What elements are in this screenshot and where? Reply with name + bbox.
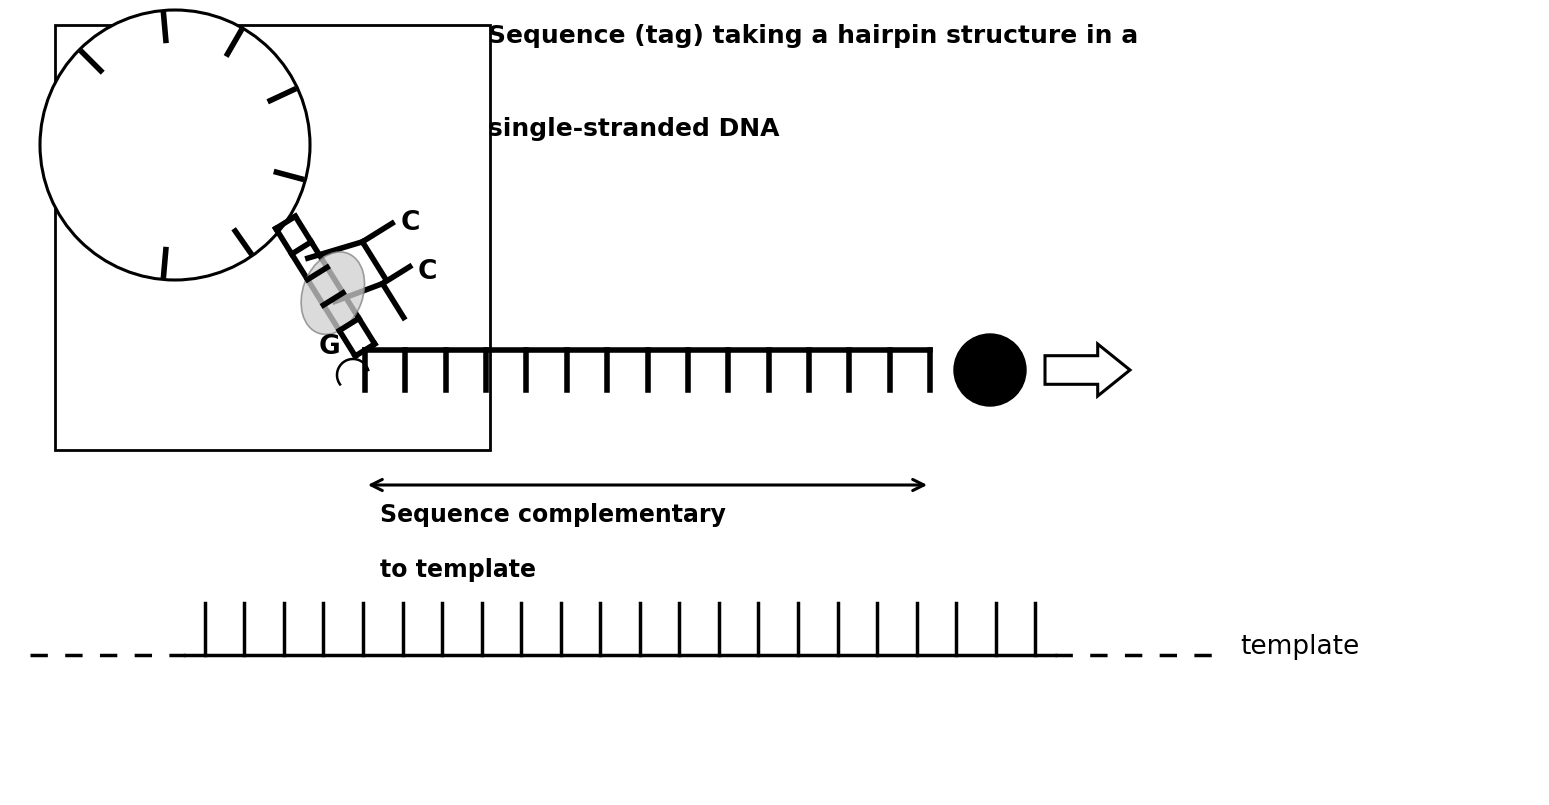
Circle shape [40, 10, 310, 280]
Text: to template: to template [380, 558, 536, 582]
Text: C: C [400, 210, 420, 237]
Text: G: G [319, 333, 341, 360]
Text: template: template [1241, 634, 1360, 660]
Text: Sequence (tag) taking a hairpin structure in a: Sequence (tag) taking a hairpin structur… [488, 24, 1139, 48]
Circle shape [954, 334, 1025, 406]
Text: C: C [418, 258, 437, 285]
Bar [56, 25, 489, 450]
Text: single-stranded DNA: single-stranded DNA [488, 117, 779, 141]
Text: Sequence complementary: Sequence complementary [380, 503, 726, 527]
Polygon shape [1046, 344, 1131, 396]
Ellipse shape [301, 252, 364, 334]
